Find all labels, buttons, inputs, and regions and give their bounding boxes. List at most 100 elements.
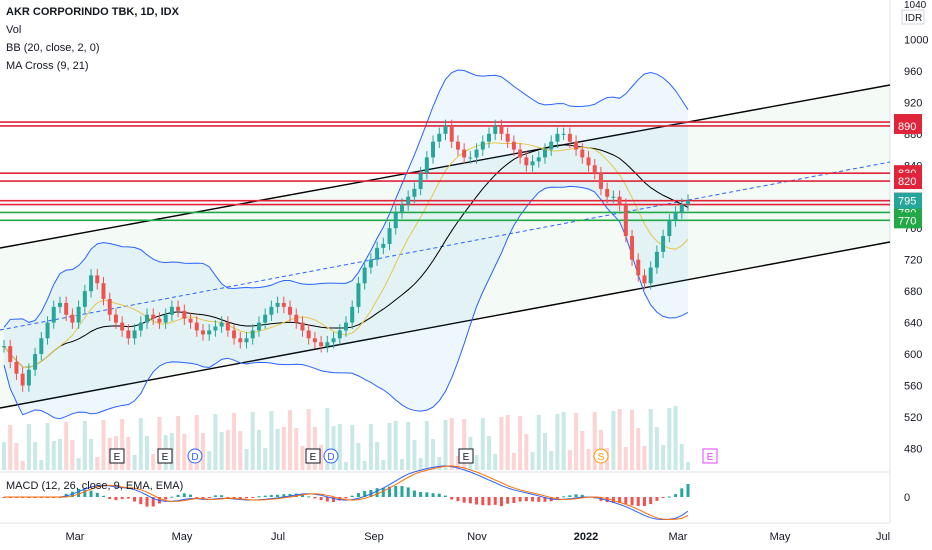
time-axis-label: Mar — [669, 531, 688, 543]
candle-body — [138, 322, 143, 331]
candle-body — [288, 306, 293, 315]
macd-histogram-bar — [412, 490, 416, 497]
price-tick-label: 520 — [904, 412, 922, 424]
price-tick-top: 1040 — [904, 0, 927, 11]
volume-bar — [76, 458, 81, 470]
level-badge — [894, 212, 922, 229]
macd-histogram-bar — [189, 494, 193, 497]
candle-body — [574, 141, 579, 150]
macd-histogram-bar — [636, 497, 640, 506]
event-marker-label: E — [463, 452, 470, 463]
candle-body — [2, 346, 6, 348]
candle-body — [468, 157, 473, 159]
event-marker-E — [157, 448, 173, 464]
time-axis-label: Jul — [271, 531, 285, 543]
macd-histogram-bar — [468, 497, 472, 504]
candle-body — [232, 330, 237, 339]
candle-body — [356, 283, 361, 307]
volume-bar — [462, 419, 467, 470]
volume-bar — [356, 443, 361, 470]
candle-body — [51, 306, 56, 323]
macd-histogram-bar — [170, 496, 174, 498]
candle-body — [437, 133, 442, 142]
event-marker-label: D — [327, 452, 334, 463]
candle-body — [26, 369, 31, 386]
macd-histogram-bar — [580, 494, 584, 497]
volume-bar — [132, 455, 137, 470]
volume-bar — [57, 439, 62, 470]
volume-bar — [45, 423, 50, 470]
volume-bar — [219, 432, 224, 470]
candle-body — [306, 330, 311, 339]
macd-histogram-bar — [213, 495, 217, 497]
candle-body — [362, 267, 367, 284]
macd-line — [4, 465, 689, 520]
price-tick-label: 920 — [904, 97, 922, 109]
macd-histogram-bar — [543, 497, 547, 502]
time-axis-label: Mar — [66, 531, 85, 543]
volume-bar — [567, 450, 572, 470]
candle-body — [412, 188, 417, 197]
macd-histogram-bar — [251, 497, 255, 498]
macd-histogram-bar — [207, 497, 211, 498]
candle-body — [393, 212, 398, 229]
candle-body — [169, 306, 174, 315]
candle-body — [642, 275, 647, 284]
volume-bar — [630, 410, 635, 470]
price-tick-label: 1000 — [904, 34, 928, 46]
volume-bar — [443, 420, 448, 470]
macd-histogram-bar — [344, 497, 348, 499]
volume-bar — [412, 440, 417, 470]
volume-bar — [424, 421, 429, 470]
volume-bar — [611, 411, 616, 470]
macd-histogram-bar — [512, 497, 516, 503]
volume-bar — [331, 426, 336, 470]
price-tick-label: 600 — [904, 349, 922, 361]
macd-histogram-bar — [232, 497, 236, 499]
candle-body — [623, 204, 628, 237]
macd-histogram-bar — [437, 493, 441, 497]
channel-lower-line — [0, 241, 891, 409]
candle-body — [518, 149, 523, 158]
macd-histogram-bar — [89, 490, 93, 497]
volume-bar — [399, 459, 404, 470]
candle-body — [64, 302, 69, 315]
volume-bar — [126, 437, 131, 470]
candle-body — [219, 322, 224, 327]
macd-histogram-bar — [238, 497, 242, 499]
event-marker-label: E — [310, 452, 317, 463]
candle-body — [586, 157, 591, 166]
volume-bar — [499, 417, 504, 470]
volume-bar — [561, 412, 566, 470]
volume-bar — [661, 445, 666, 470]
macd-histogram-bar — [443, 495, 447, 497]
macd-histogram-bar — [618, 497, 622, 503]
candle-body — [673, 212, 678, 221]
volume-bar — [511, 453, 516, 470]
candle-body — [163, 314, 168, 323]
candle-body — [39, 338, 44, 355]
volume-bar — [679, 444, 684, 470]
level-badge — [894, 173, 922, 190]
macd-histogram-bar — [276, 494, 280, 497]
candle-body — [281, 302, 286, 307]
candle-body — [200, 330, 205, 335]
volume-bar — [592, 412, 597, 470]
event-marker-label: E — [114, 452, 121, 463]
candle-body — [145, 314, 150, 323]
volume-bar — [387, 423, 392, 470]
volume-bar — [524, 434, 529, 470]
candle-body — [70, 314, 75, 323]
candle-body — [679, 204, 684, 213]
volume-bar — [406, 422, 411, 470]
volume-bar — [455, 456, 460, 470]
macd-histogram-bar — [226, 497, 230, 498]
candle-body — [567, 133, 572, 142]
price-tick-label: 640 — [904, 318, 922, 330]
macd-histogram-bar — [680, 488, 684, 497]
candle-body — [244, 338, 249, 343]
candle-body — [294, 314, 299, 323]
time-axis-label: Nov — [467, 531, 487, 543]
volume-bar — [617, 409, 622, 470]
